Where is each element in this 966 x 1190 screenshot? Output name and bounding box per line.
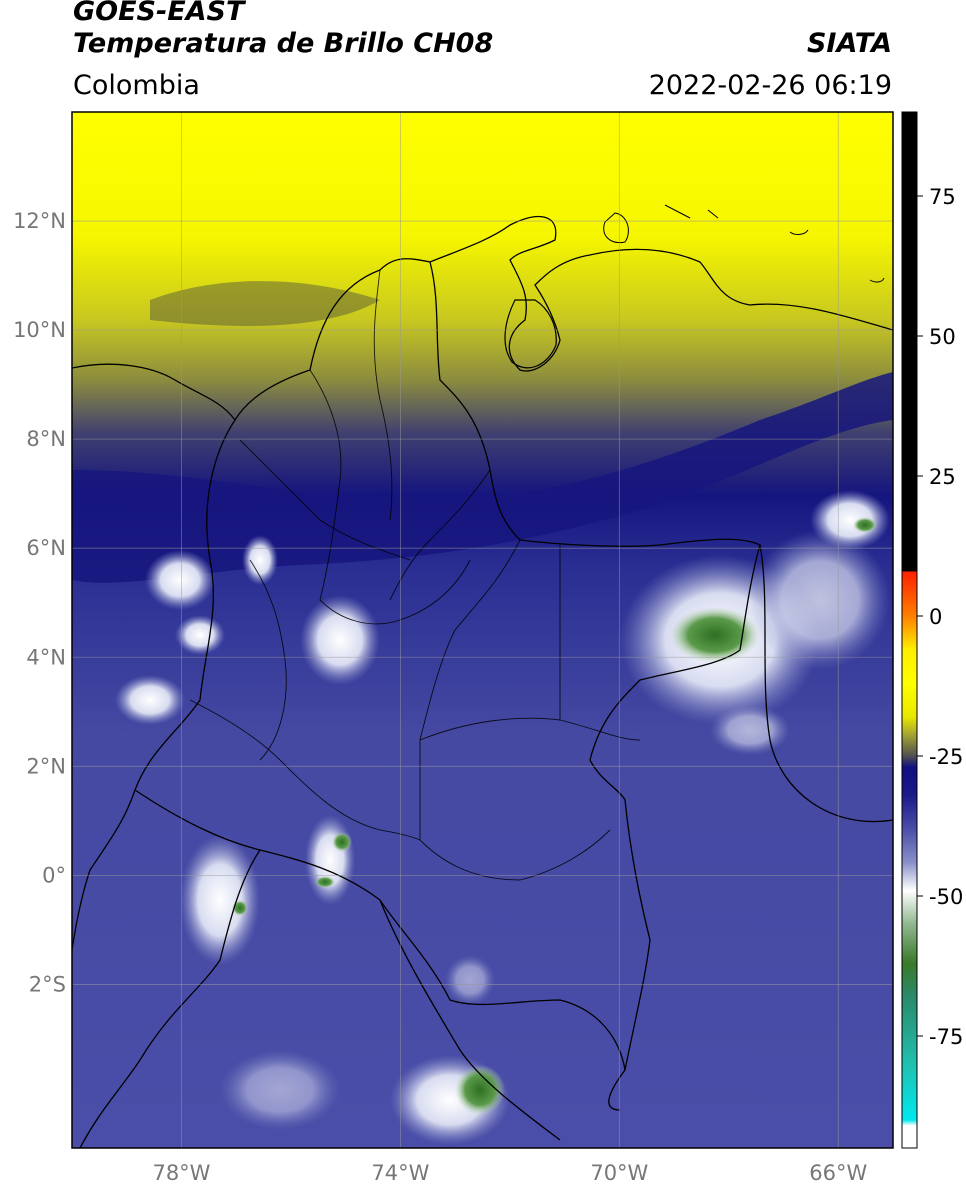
island — [707, 209, 719, 219]
latitude-tick-label: 2°N — [26, 754, 66, 778]
brightness-temperature-field — [72, 112, 893, 1148]
cloud-patch — [305, 815, 355, 905]
ecuador-peru-border — [79, 849, 261, 1148]
island — [664, 204, 691, 219]
cold-cloud-top — [455, 1065, 505, 1115]
colorbar-tick-label: 50 — [929, 325, 956, 349]
cloud-patch — [300, 595, 380, 685]
colorbar-tick-label: -50 — [929, 885, 963, 909]
colorbar-tick-label: 0 — [929, 605, 942, 629]
latitude-tick-label: 2°S — [29, 972, 66, 996]
map-frame — [71, 111, 894, 1149]
island — [789, 229, 809, 235]
longitude-tick-label: 78°W — [152, 1161, 210, 1185]
caribbean-coast — [72, 216, 893, 422]
political-borders — [72, 216, 893, 1148]
colorbar — [901, 111, 918, 1149]
cloud-patch — [145, 550, 215, 610]
lake-maracaibo — [504, 299, 557, 369]
venezuela-brazil-border — [759, 544, 893, 823]
colorbar-tick-label: -75 — [929, 1025, 963, 1049]
cloud-patch — [175, 615, 225, 655]
island — [603, 212, 629, 244]
colorbar-ticks: 75 50 25 0 -25 -50 -75 — [917, 185, 963, 1049]
longitude-tick-label: 66°W — [809, 1161, 867, 1185]
colorbar-tick-label: -25 — [929, 745, 963, 769]
cloud-patch — [220, 1050, 340, 1130]
graticule — [72, 112, 893, 1148]
island — [869, 277, 885, 283]
colorbar-tick-label: 25 — [929, 465, 956, 489]
department-borders — [189, 269, 641, 881]
longitude-tick-label: 74°W — [371, 1161, 429, 1185]
datetime-label: 2022-02-26 06:19 — [648, 70, 892, 101]
latitude-tick-label: 6°N — [26, 536, 66, 560]
colombia-venezuela-border — [429, 261, 761, 801]
pacific-coast — [72, 419, 236, 951]
peru-brazil-border — [379, 899, 561, 1141]
cold-band — [72, 372, 893, 583]
cloud-patch — [242, 535, 278, 585]
cloud-patch — [115, 675, 185, 725]
cloud-patch — [180, 835, 260, 965]
latitude-tick-label: 12°N — [13, 209, 66, 233]
cold-cloud-top — [853, 517, 877, 533]
cloud-patch — [750, 530, 890, 670]
dark-strip — [150, 281, 380, 326]
latitude-tick-label: 8°N — [26, 427, 66, 451]
cloud-patch — [445, 955, 495, 1005]
latitude-tick-label: 0° — [42, 863, 66, 887]
cloud-patch — [810, 490, 890, 550]
colombia-brazil-border — [624, 799, 651, 1071]
latitude-tick-label: 4°N — [26, 645, 66, 669]
latitude-tick-label: 10°N — [13, 318, 66, 342]
product-title: Temperatura de Brillo CH08 — [73, 28, 494, 59]
colorbar-tick-label: 75 — [929, 185, 956, 209]
cloud-patch — [710, 705, 790, 755]
cold-cloud-top — [315, 876, 335, 888]
longitude-labels: 78°W 74°W 70°W 66°W — [152, 1161, 867, 1185]
agency-label: SIATA — [806, 28, 892, 59]
cold-cloud-top — [670, 607, 760, 663]
region-label: Colombia — [73, 70, 200, 101]
latitude-labels: 12°N 10°N 8°N 6°N 4°N 2°N 0° 2°S — [13, 209, 66, 996]
longitude-tick-label: 70°W — [590, 1161, 648, 1185]
satellite-title: GOES-EAST — [73, 0, 245, 27]
cold-cloud-top — [332, 832, 352, 852]
